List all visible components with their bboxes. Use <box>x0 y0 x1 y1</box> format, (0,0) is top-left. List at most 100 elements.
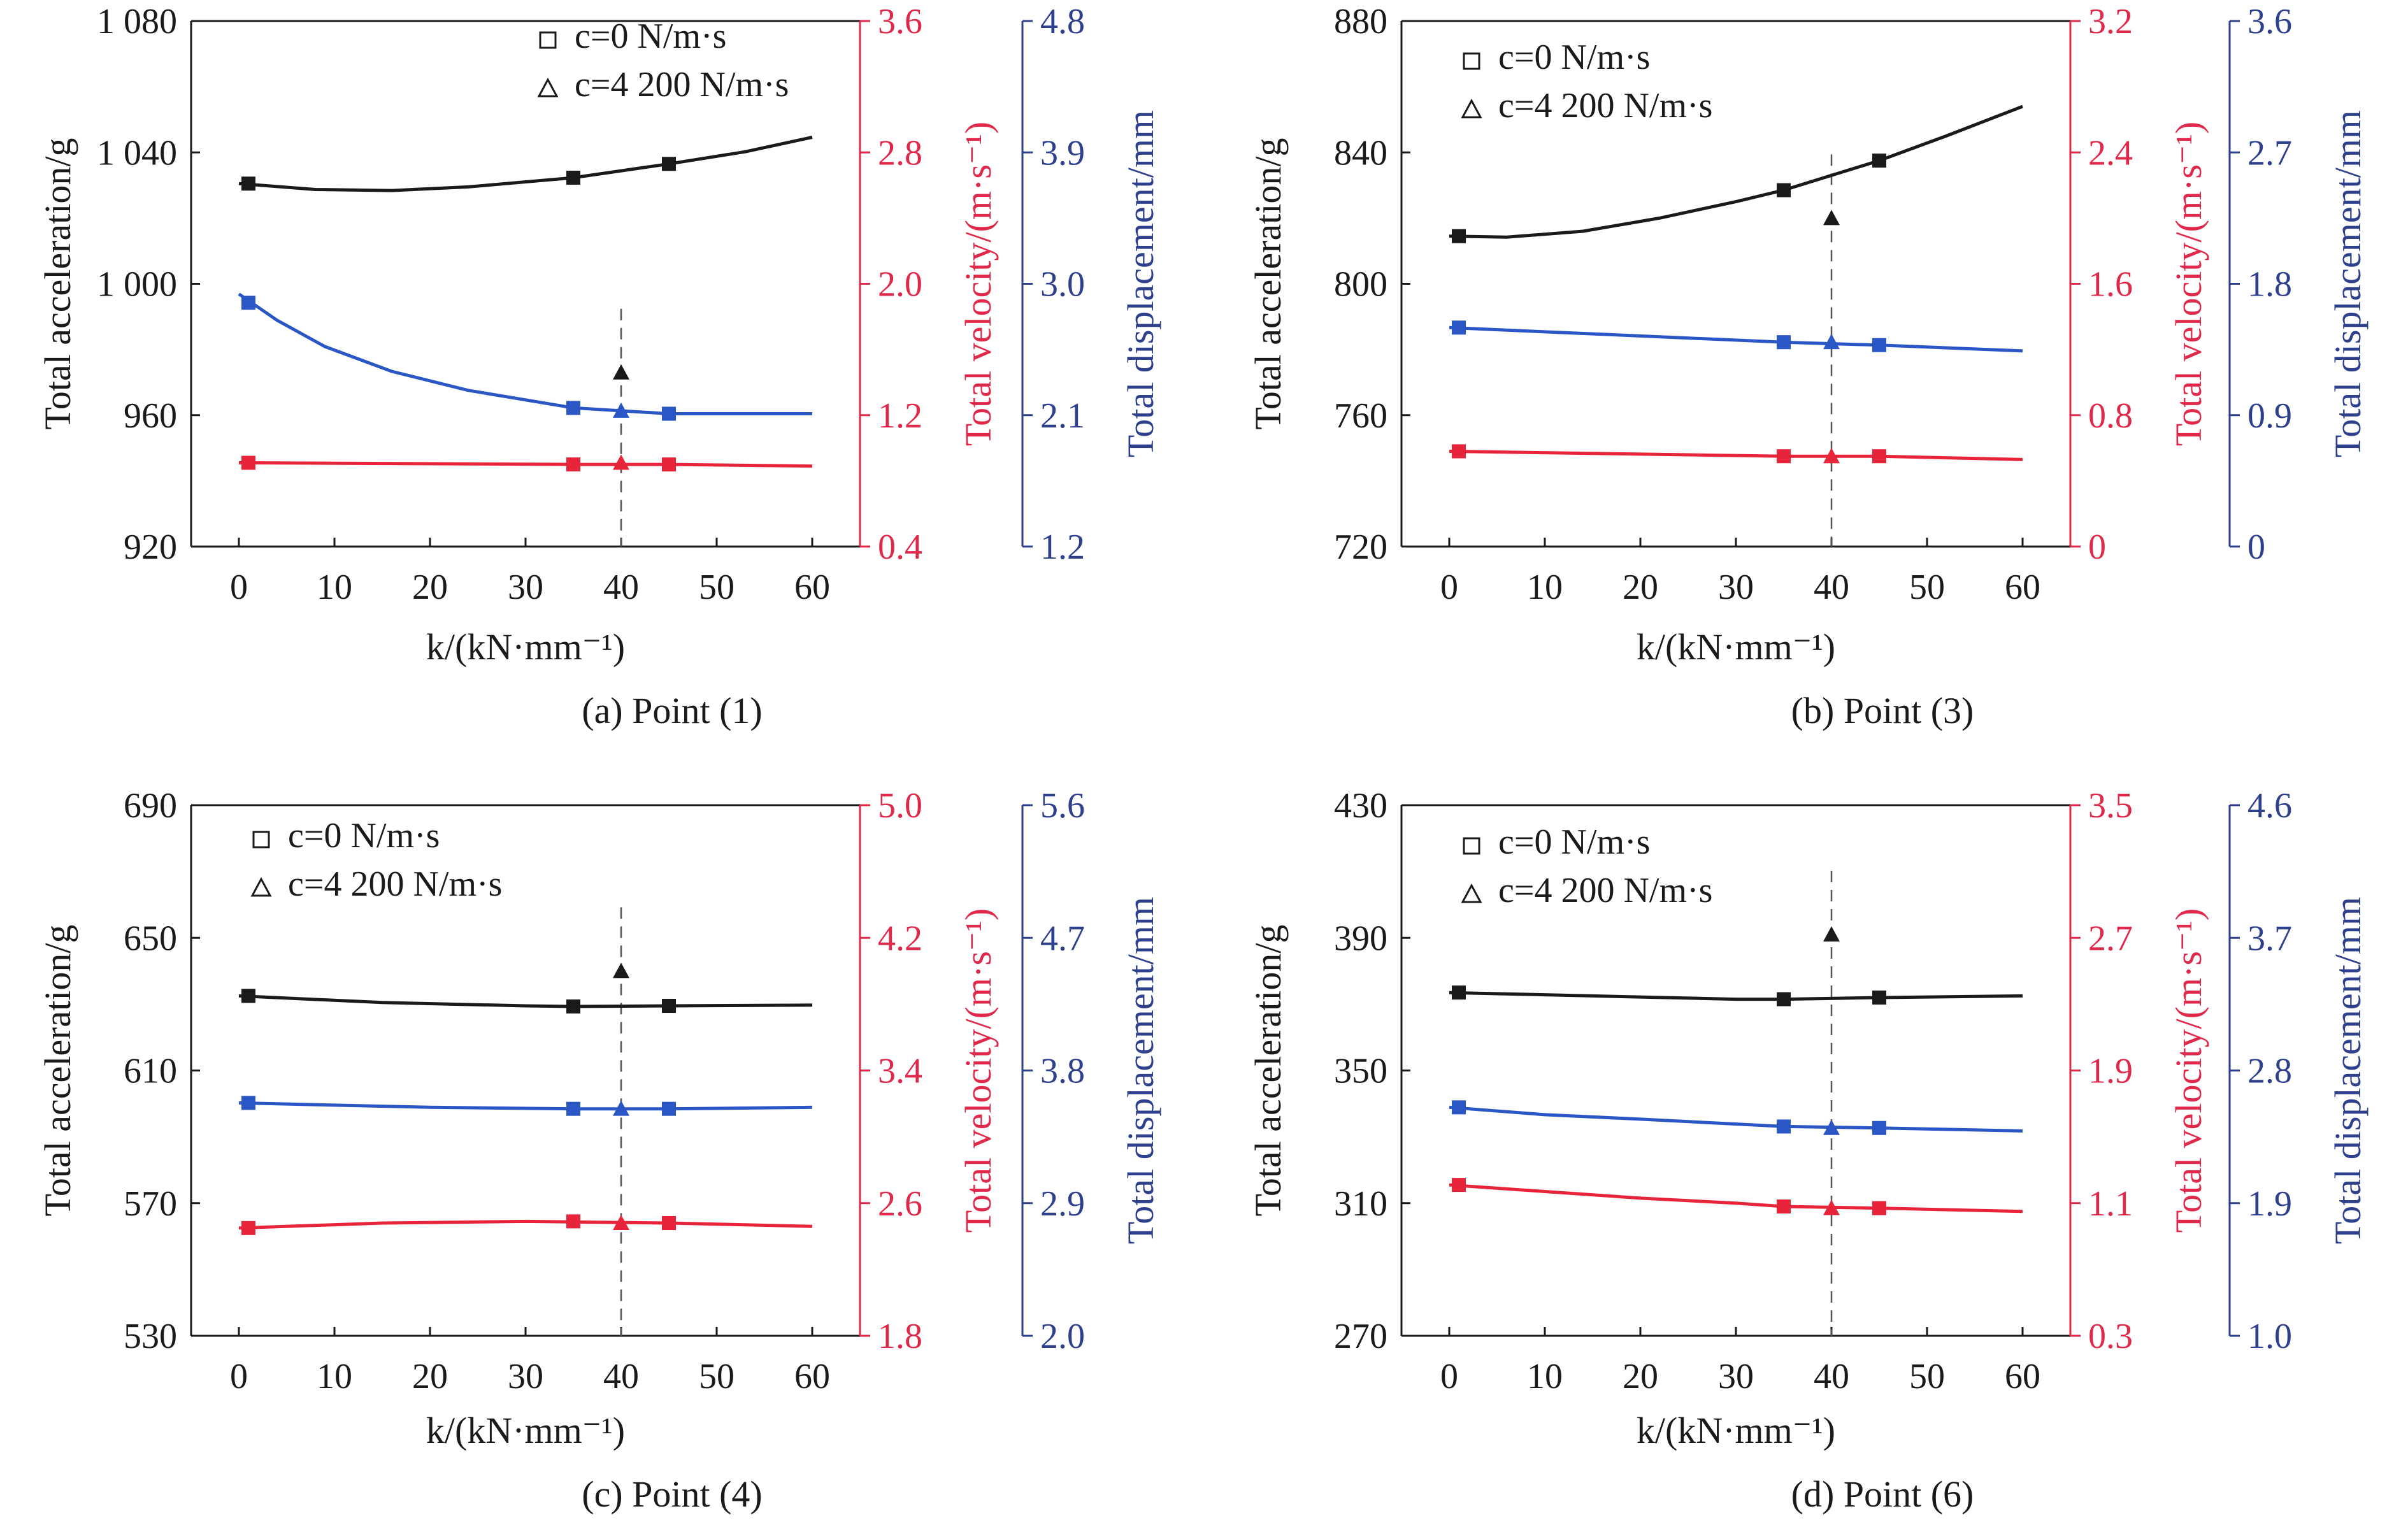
left-y-tick-label: 760 <box>1334 396 1387 436</box>
velocity-square-marker <box>566 457 580 472</box>
displacement-square-marker <box>1452 1100 1466 1115</box>
velocity-series-line <box>1449 450 2023 461</box>
acceleration-series-line <box>238 994 813 1008</box>
displacement-triangle-marker <box>613 402 629 418</box>
velocity-y-tick-label: 1.1 <box>2088 1184 2133 1224</box>
velocity-y-tick-label: 2.4 <box>2088 133 2133 173</box>
velocity-y-tick-label: 2.6 <box>878 1184 922 1224</box>
legend-entry-damped: c=4 200 N/m·s <box>288 864 502 904</box>
velocity-y-tick-label: 1.6 <box>2088 265 2133 304</box>
panel-d-text: 0 10 20 30 40 50 60 270 310 350 390 430 0.3 1.1 1.9 2.7… <box>1247 786 2369 1515</box>
velocity-y-axis-title: Total velocity/(m·s⁻¹) <box>957 908 999 1233</box>
displacement-y-tick-label: 3.7 <box>2247 919 2292 958</box>
legend-triangle-symbol <box>250 877 272 897</box>
acceleration-square-marker <box>662 998 676 1013</box>
x-tick-label: 0 <box>230 568 248 607</box>
acceleration-triangle-marker <box>1823 926 1840 942</box>
legend-square-symbol <box>1463 837 1480 855</box>
x-tick-label: 20 <box>412 568 448 607</box>
x-tick-label: 60 <box>2005 568 2040 607</box>
x-tick-label: 10 <box>317 568 352 607</box>
x-tick-label: 20 <box>412 1357 448 1396</box>
acceleration-square-marker <box>1452 229 1466 243</box>
panel-d-markers <box>1452 926 1886 1215</box>
legend-triangle-symbol <box>1461 883 1482 903</box>
left-y-axis-title: Total acceleration/g <box>1247 924 1289 1216</box>
velocity-y-tick-label: 1.9 <box>2088 1052 2133 1091</box>
acceleration-series-line <box>1449 991 2023 1001</box>
left-y-tick-label: 920 <box>124 527 177 567</box>
panel-b-text: 0 10 20 30 40 50 60 720 760 800 840 880 0 0.8 1.6 2.4 3.… <box>1247 2 2369 731</box>
acceleration-square-marker <box>566 999 580 1014</box>
x-axis-title: k/(kN·mm⁻¹) <box>1637 626 1835 668</box>
panel-a-text: 0 10 20 30 40 50 60 920 960 1 000 1 040 1 080 0.4 1.2… <box>37 2 1161 731</box>
legend-square-symbol <box>1463 52 1480 70</box>
displacement-square-marker <box>241 296 255 310</box>
displacement-triangle-marker <box>613 1100 629 1116</box>
left-y-tick-label: 430 <box>1334 786 1387 826</box>
x-tick-label: 30 <box>1718 568 1754 607</box>
acceleration-square-marker <box>1777 992 1791 1006</box>
x-tick-label: 40 <box>1814 1357 1849 1396</box>
x-tick-label: 50 <box>1909 1357 1945 1396</box>
displacement-y-tick-label: 0.9 <box>2247 396 2292 436</box>
acceleration-triangle-marker <box>1823 210 1840 226</box>
acceleration-series-line <box>238 136 813 192</box>
left-y-tick-label: 880 <box>1334 2 1387 41</box>
legend-entry-damped: c=4 200 N/m·s <box>575 65 789 104</box>
velocity-y-axis-title: Total velocity/(m·s⁻¹) <box>957 122 999 446</box>
left-y-tick-label: 960 <box>124 396 177 436</box>
velocity-y-tick-label: 0.4 <box>878 527 922 567</box>
displacement-square-marker <box>566 1101 580 1116</box>
velocity-triangle-marker <box>613 454 629 470</box>
x-tick-label: 40 <box>603 1357 639 1396</box>
x-tick-label: 50 <box>699 568 735 607</box>
panel-a: 0 10 20 30 40 50 60 920 960 1 000 1 040 1 080 0.4 1.2… <box>37 2 1161 731</box>
acceleration-square-marker <box>241 176 255 191</box>
legend-triangle-symbol <box>537 77 559 97</box>
left-y-tick-label: 530 <box>124 1317 177 1356</box>
acceleration-triangle-marker <box>613 364 629 380</box>
acceleration-square-marker <box>1777 183 1791 197</box>
velocity-y-tick-label: 3.4 <box>878 1052 922 1091</box>
displacement-triangle-marker <box>1823 334 1840 350</box>
x-tick-label: 20 <box>1623 1357 1658 1396</box>
x-tick-label: 60 <box>794 1357 830 1396</box>
displacement-y-tick-label: 2.7 <box>2247 133 2292 173</box>
legend-triangle-symbol <box>1461 98 1482 118</box>
acceleration-square-marker <box>566 170 580 185</box>
left-y-tick-label: 570 <box>124 1184 177 1224</box>
velocity-square-marker <box>1452 1178 1466 1192</box>
velocity-series-line <box>238 461 813 468</box>
velocity-y-axis-title: Total velocity/(m·s⁻¹) <box>2168 122 2209 446</box>
velocity-y-tick-label: 0.3 <box>2088 1317 2133 1356</box>
panel-c-series <box>238 994 813 1230</box>
displacement-y-tick-label: 3.8 <box>1040 1052 1085 1091</box>
x-axis-title: k/(kN·mm⁻¹) <box>1637 1410 1835 1451</box>
x-axis-title: k/(kN·mm⁻¹) <box>426 626 625 668</box>
displacement-y-axis-title: Total displacement/mm <box>1120 897 1161 1244</box>
acceleration-square-marker <box>1872 154 1886 168</box>
displacement-square-marker <box>1777 335 1791 350</box>
left-y-tick-label: 310 <box>1334 1184 1387 1224</box>
left-y-tick-label: 390 <box>1334 919 1387 958</box>
velocity-square-marker <box>1872 1201 1886 1215</box>
left-y-tick-label: 270 <box>1334 1317 1387 1356</box>
x-tick-label: 10 <box>1527 1357 1563 1396</box>
displacement-square-marker <box>1777 1119 1791 1134</box>
displacement-y-axis-title: Total displacement/mm <box>2327 897 2369 1244</box>
displacement-square-marker <box>662 1101 676 1116</box>
velocity-y-tick-label: 3.5 <box>2088 786 2133 826</box>
velocity-y-tick-label: 3.6 <box>878 2 922 41</box>
panel-b-series <box>1449 104 2023 461</box>
displacement-y-tick-label: 1.2 <box>1040 527 1085 567</box>
displacement-y-tick-label: 5.6 <box>1040 786 1085 826</box>
acceleration-triangle-marker <box>613 963 629 978</box>
velocity-y-tick-label: 2.0 <box>878 265 922 304</box>
velocity-triangle-marker <box>1823 448 1840 464</box>
displacement-series-line <box>238 1101 813 1111</box>
velocity-square-marker <box>1872 449 1886 464</box>
left-y-axis-title: Total acceleration/g <box>37 138 78 429</box>
x-tick-label: 50 <box>1909 568 1945 607</box>
